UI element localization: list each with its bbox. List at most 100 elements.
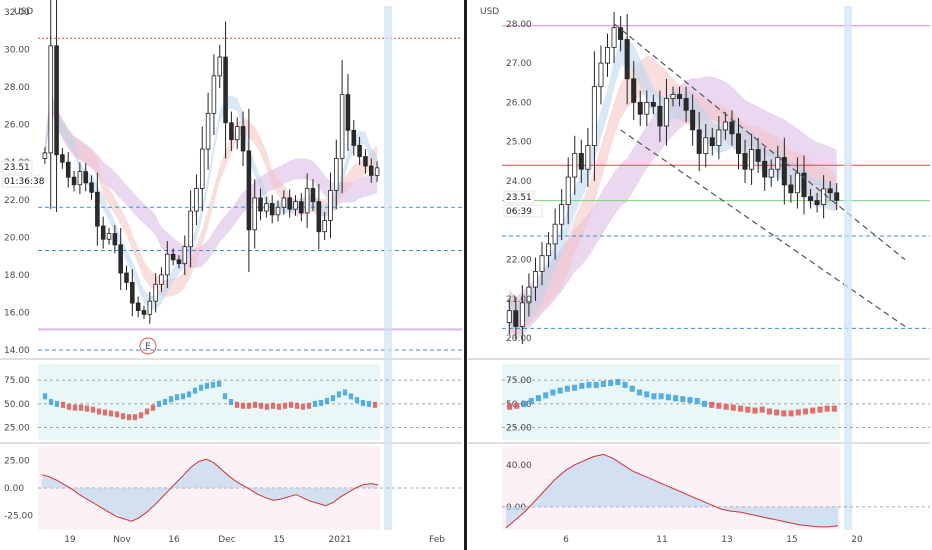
candle-body [264,203,269,212]
rsi-bar [759,406,765,413]
candle-body [526,286,532,304]
rsi-bar [572,384,578,391]
candle-body [194,188,199,212]
ma-ribbon-red [44,90,378,298]
candle-body [334,158,339,191]
price-tick-label: 28.00 [506,20,532,30]
rsi-bar [96,408,102,415]
rsi-bar [168,396,174,403]
x-tick-label: 19 [64,535,76,545]
rsi-bar [694,398,700,405]
rsi-bar [366,400,372,407]
candle-body [591,86,597,147]
candle-body [77,171,83,186]
rsi-bar [240,402,246,409]
rsi-bar [608,380,614,386]
candle-body [611,27,617,48]
candle-body [95,191,100,227]
candle-body [234,126,240,141]
price-tick-label: 27.00 [506,59,532,69]
candle-body [118,244,123,274]
price-tick-label: 14.00 [4,346,30,356]
candle-body [345,94,351,131]
rsi-bar [593,381,599,388]
price-tag: 01:36:38 [4,177,45,187]
candle-body [269,203,275,216]
price-tick-label: 32.00 [4,8,30,18]
rsi-bar [550,389,556,396]
candle-body [182,246,188,265]
rsi-bar [72,404,78,411]
rsi-bar [831,405,837,412]
candle-body [559,204,565,225]
rsi-bar [66,403,72,410]
candle-body [696,129,702,154]
candle-body [328,189,333,221]
trend-channel-upper [613,23,906,261]
candle-body [814,200,820,205]
rsi-bar [222,393,228,400]
x-tick-label: 13 [721,535,732,545]
candle-body [147,300,153,315]
candle-body [240,126,246,152]
x-tick-label: Nov [113,535,131,545]
rsi-tick-label: 50.00 [4,400,30,410]
candle-body [670,94,676,99]
candle-body [65,161,71,178]
rsi-bar [636,389,643,396]
chart-panel-1: 32.0030.0028.0026.0024.0022.0020.0018.00… [0,0,462,545]
price-tick-label: 18.00 [4,271,30,281]
rsi-bar [120,413,126,420]
candle-body [631,78,637,103]
rsi-tick-label: 25.00 [4,424,30,434]
candle-body [546,243,552,257]
candle-body [60,154,65,163]
x-tick-label: Dec [218,535,235,545]
candle-body [363,156,368,167]
rsi-bar [817,406,823,413]
price-tick-label: 26.00 [4,121,30,131]
candle-body [281,197,287,208]
price-tick-label: 28.00 [4,83,30,93]
rsi-bar [521,400,527,407]
candle-body [199,148,205,189]
candle-body [48,45,54,154]
rsi-bar [658,393,664,400]
candle-body [532,270,538,288]
osc-tick-label: -25.00 [4,512,33,522]
candle-body [650,101,656,107]
rsi-tick-label: 75.00 [506,376,532,386]
candle-body [775,157,781,170]
price-tick-label: 26.00 [506,98,532,108]
rsi-bar [270,402,276,409]
osc-line [505,453,839,529]
candle-body [304,188,310,214]
price-tick-label: 22.00 [4,196,30,206]
earnings-marker [139,337,157,355]
highlight-column [384,6,392,530]
candle-body [205,113,211,150]
candle-body [310,188,316,203]
price-tag-box [1,160,33,174]
rsi-bar [306,402,312,409]
candle-body [709,137,715,147]
rsi-bar [514,402,520,409]
rsi-bar [294,402,300,409]
chart-divider [464,0,467,550]
candle-body [252,197,257,231]
rsi-bar [354,397,360,404]
candle-body [618,27,624,40]
rsi-bar [665,394,671,401]
candle-body [130,281,135,304]
candle-body [83,171,88,184]
candle-body [683,98,689,111]
price-tag-box [503,190,535,204]
candle-body [170,253,176,261]
candle-body [54,45,59,156]
price-tick-label: 25.00 [506,138,532,148]
x-tick-label: 20 [851,535,863,545]
earnings-label: E [145,342,151,352]
rsi-bar [600,380,606,387]
rsi-bar [156,400,162,407]
